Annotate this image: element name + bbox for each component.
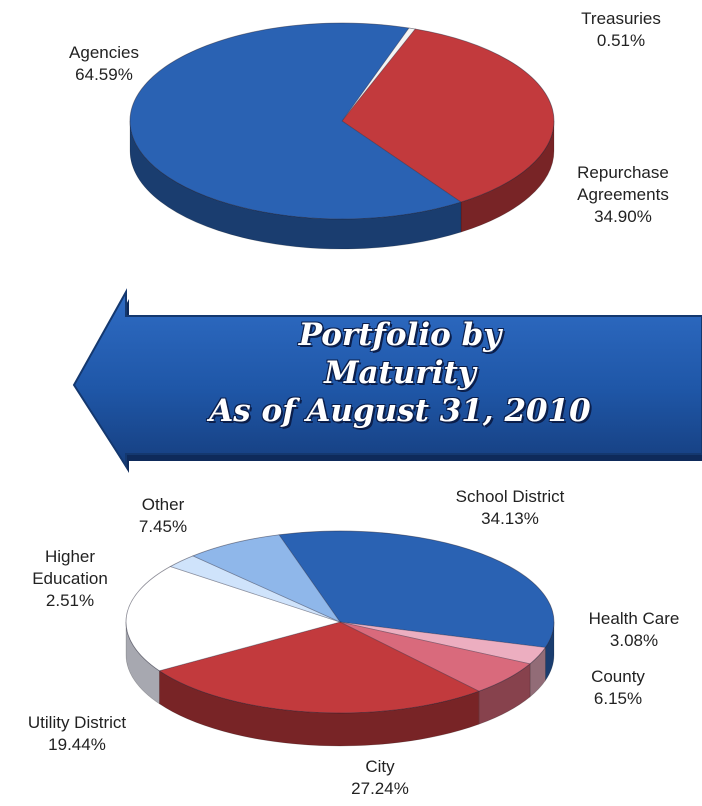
slice-school-district bbox=[278, 530, 555, 648]
label-repurchase-value: 34.90% bbox=[594, 207, 652, 226]
slice-repurchase-agreements bbox=[341, 28, 555, 203]
banner-title: Portfolio by Maturity As of August 31, 2… bbox=[160, 316, 640, 430]
slice-treasuries bbox=[341, 27, 416, 122]
slice-county bbox=[339, 621, 531, 692]
label-utility-district: Utility District 19.44% bbox=[2, 712, 152, 756]
label-higher-education-value: 2.51% bbox=[45, 591, 95, 610]
label-city-name: City bbox=[365, 757, 395, 776]
label-treasuries-name: Treasuries bbox=[581, 9, 661, 28]
label-utility-district-name: Utility District bbox=[27, 713, 127, 732]
label-county-name: County bbox=[591, 667, 645, 686]
label-agencies-value: 64.59% bbox=[75, 65, 133, 84]
label-county: County 6.15% bbox=[568, 666, 668, 710]
banner-title-line-2: Maturity bbox=[324, 355, 476, 391]
label-other-name: Other bbox=[141, 495, 185, 514]
slice-health-care bbox=[339, 621, 547, 665]
label-other-value: 7.45% bbox=[138, 517, 188, 536]
label-higher-education-name-2: Education bbox=[32, 569, 108, 588]
label-county-value: 6.15% bbox=[593, 689, 643, 708]
pie-chart-maturity bbox=[125, 530, 555, 747]
label-school-district: School District 34.13% bbox=[420, 486, 600, 530]
slice-other bbox=[191, 534, 342, 623]
slice-utility-district bbox=[125, 566, 342, 672]
slice-agencies bbox=[129, 22, 462, 220]
label-school-district-name: School District bbox=[455, 487, 565, 506]
label-repurchase-agreements: Repurchase Agreements 34.90% bbox=[558, 162, 688, 228]
label-agencies: Agencies 64.59% bbox=[44, 42, 164, 86]
label-health-care: Health Care 3.08% bbox=[572, 608, 696, 652]
banner-title-line-3: As of August 31, 2010 bbox=[209, 393, 591, 429]
label-school-district-value: 34.13% bbox=[481, 509, 539, 528]
banner-arrow bbox=[72, 288, 702, 470]
label-treasuries: Treasuries 0.51% bbox=[566, 8, 676, 52]
label-health-care-name: Health Care bbox=[588, 609, 680, 628]
label-other: Other 7.45% bbox=[118, 494, 208, 538]
slice-higher-education bbox=[169, 555, 341, 623]
label-repurchase-name-2: Agreements bbox=[577, 185, 669, 204]
pie-rim bbox=[129, 22, 555, 220]
slice-city bbox=[158, 621, 480, 714]
label-higher-education: Higher Education 2.51% bbox=[10, 546, 130, 612]
banner-title-line-1: Portfolio by bbox=[298, 317, 502, 353]
pie-chart-investment-type bbox=[129, 22, 555, 250]
label-health-care-value: 3.08% bbox=[609, 631, 659, 650]
label-repurchase-name-1: Repurchase bbox=[577, 163, 669, 182]
label-utility-district-value: 19.44% bbox=[48, 735, 106, 754]
label-treasuries-value: 0.51% bbox=[596, 31, 646, 50]
label-city-value: 27.24% bbox=[351, 779, 409, 798]
pie-rim bbox=[125, 530, 555, 714]
label-city: City 27.24% bbox=[330, 756, 430, 800]
label-agencies-name: Agencies bbox=[69, 43, 139, 62]
label-higher-education-name-1: Higher bbox=[44, 547, 96, 566]
